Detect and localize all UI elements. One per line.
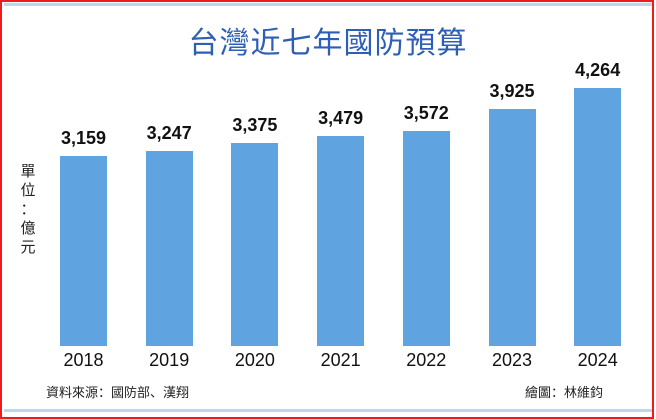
x-tick-label: 2022 — [406, 350, 447, 370]
bar-2021 — [317, 136, 365, 346]
x-tick-label: 2021 — [320, 350, 361, 370]
value-label: 3,159 — [60, 128, 107, 148]
credit-note: 繪圖：林維鈞 — [525, 386, 604, 401]
unit-char: 億 — [20, 219, 36, 237]
source-note: 資料來源：國防部、漢翔 — [46, 386, 190, 401]
bar-2018 — [60, 156, 107, 346]
x-tick-label: 2020 — [234, 350, 275, 370]
bar-2020 — [231, 142, 279, 346]
y-axis-unit-label: 單 位 ： 億 元 — [18, 162, 38, 257]
x-tick-label: 2018 — [63, 350, 104, 370]
bar-2023 — [488, 108, 536, 346]
bar-2022 — [402, 130, 450, 346]
x-tick-label: 2023 — [491, 350, 533, 370]
bar-2024 — [574, 88, 622, 346]
unit-char: ： — [20, 200, 36, 218]
x-tick-label: 2019 — [149, 350, 190, 370]
value-label: 3,479 — [318, 108, 364, 129]
value-label: 3,572 — [403, 102, 449, 123]
unit-char: 單 — [20, 162, 36, 180]
x-tick-label: 2024 — [577, 350, 618, 370]
chart-title: 台灣近七年國防預算 — [188, 26, 468, 61]
value-label: 3,375 — [232, 114, 278, 135]
value-label: 4,264 — [575, 60, 621, 80]
top-rule — [4, 3, 652, 6]
unit-char: 位 — [20, 181, 36, 199]
bottom-rule — [4, 409, 652, 412]
value-label: 3,925 — [489, 80, 535, 101]
unit-char: 元 — [20, 238, 36, 256]
bar-2019 — [145, 150, 193, 346]
value-label: 3,247 — [146, 122, 192, 143]
